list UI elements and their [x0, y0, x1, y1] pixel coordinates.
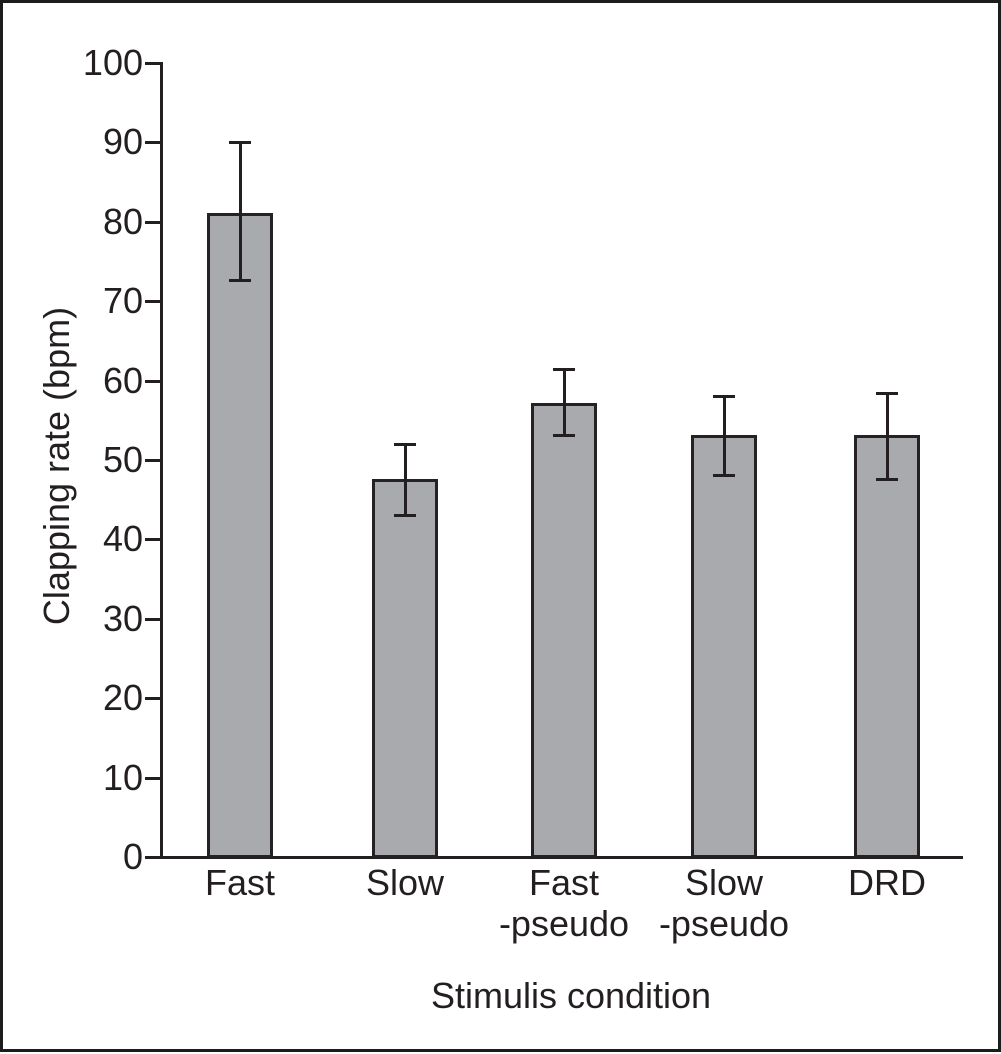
y-tick-label: 10	[102, 756, 143, 798]
y-tick-label: 20	[102, 677, 143, 719]
y-tick-mark	[145, 62, 160, 65]
x-category-label-line: Fast	[528, 862, 599, 903]
error-bar-cap-bottom-0	[229, 279, 251, 283]
error-bar-line-0	[238, 142, 242, 282]
y-tick-label: 70	[102, 280, 143, 322]
error-bar-line-3	[722, 396, 726, 476]
x-category-label-line: Fast	[204, 862, 275, 903]
x-category-label-1: Slow	[290, 862, 520, 903]
y-tick-mark	[145, 379, 160, 383]
error-bar-cap-top-3	[713, 395, 735, 399]
y-tick-label: 30	[102, 597, 143, 639]
bar-0	[207, 212, 273, 858]
error-bar-cap-top-1	[394, 443, 416, 447]
x-category-label-line: -pseudo	[658, 903, 790, 944]
y-tick-label: 60	[102, 359, 143, 401]
y-tick-label: 40	[102, 518, 143, 560]
x-category-label-0: Fast	[125, 862, 355, 903]
bar-2	[531, 403, 597, 858]
y-tick-mark	[145, 300, 160, 304]
y-tick-label: 0	[122, 836, 143, 877]
y-tick-label: 80	[102, 200, 143, 242]
error-bar-cap-bottom-3	[713, 473, 735, 477]
error-bar-cap-top-0	[229, 141, 251, 145]
x-category-label-4: DRD	[772, 862, 1001, 903]
x-category-label-line: -pseudo	[498, 903, 630, 944]
error-bar-cap-top-4	[876, 391, 898, 395]
y-tick-mark	[145, 697, 160, 701]
error-bar-cap-bottom-2	[553, 434, 575, 438]
error-bar-cap-bottom-1	[394, 513, 416, 517]
error-bar-line-2	[562, 368, 566, 437]
bar-1	[372, 478, 438, 858]
y-tick-mark	[145, 617, 160, 621]
x-category-label-line: Slow	[365, 862, 445, 903]
x-category-label-line: Slow	[684, 862, 764, 903]
x-category-label-line: DRD	[848, 862, 926, 903]
y-tick-label: 90	[102, 121, 143, 163]
y-tick-mark	[145, 776, 160, 780]
x-axis-title: Stimulis condition	[430, 975, 712, 1016]
x-category-label-3: Slow -pseudo	[609, 862, 839, 944]
bar-3	[691, 435, 757, 858]
error-bar-line-1	[403, 444, 407, 516]
y-axis-spine	[160, 62, 163, 859]
y-tick-mark	[145, 141, 160, 145]
error-bar-cap-top-2	[553, 367, 575, 371]
y-tick-mark	[145, 459, 160, 462]
error-bar-line-4	[885, 392, 889, 480]
y-tick-label: 100	[82, 42, 143, 83]
y-tick-mark	[145, 856, 160, 859]
y-tick-mark	[145, 538, 160, 542]
y-tick-mark	[145, 220, 160, 224]
y-tick-label: 50	[102, 439, 143, 480]
error-bar-cap-bottom-4	[876, 477, 898, 481]
x-category-label-2: Fast -pseudo	[449, 862, 679, 944]
bar-4	[854, 435, 920, 858]
